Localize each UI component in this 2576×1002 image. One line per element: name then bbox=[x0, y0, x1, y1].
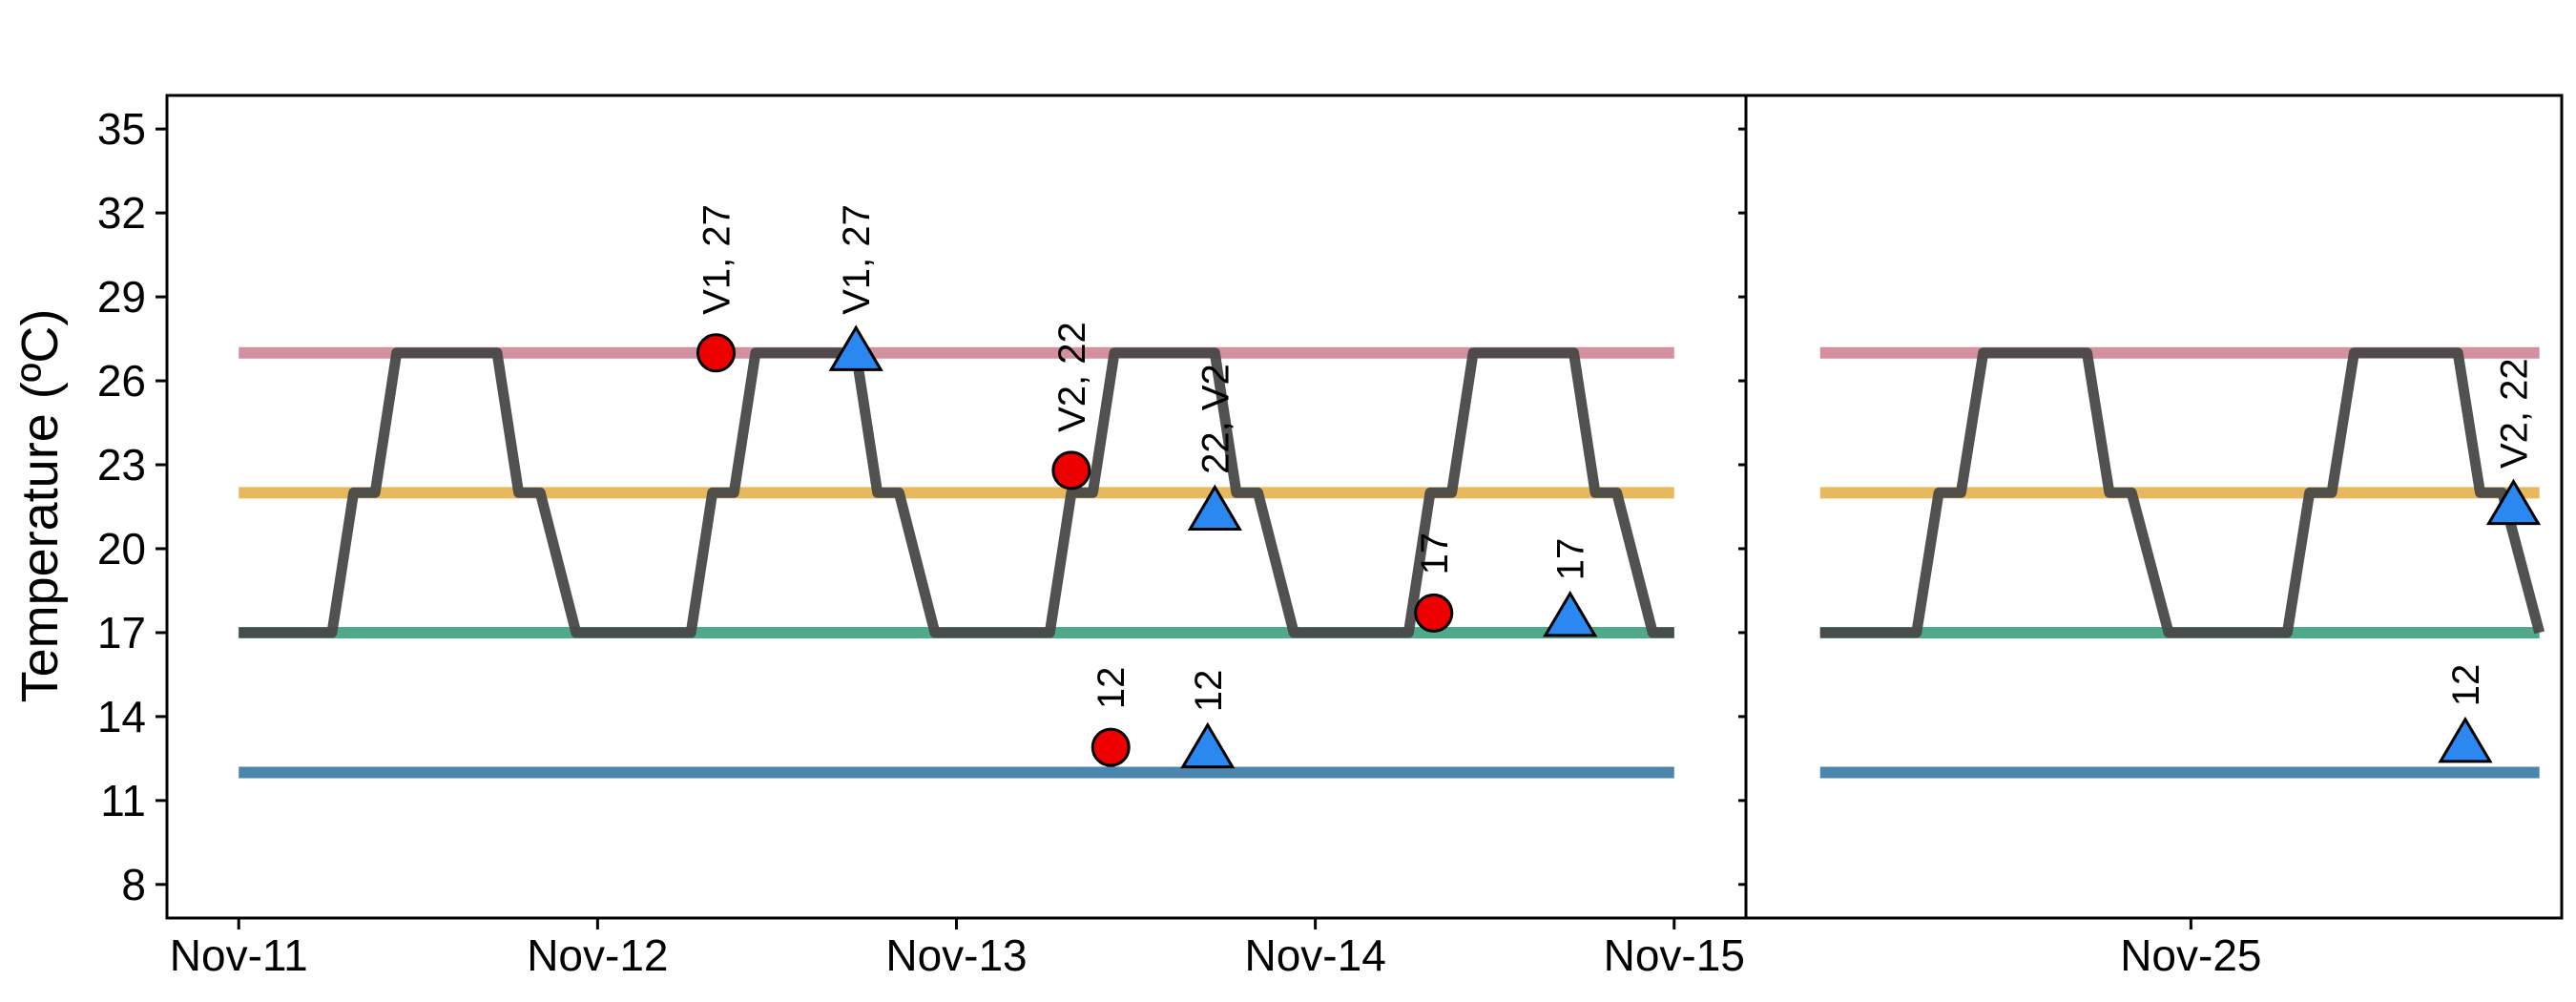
y-tick-label: 35 bbox=[97, 104, 146, 154]
x-tick-label: Nov-13 bbox=[885, 930, 1027, 980]
y-tick-label: 8 bbox=[121, 860, 146, 909]
point-label: 12 bbox=[1188, 670, 1230, 713]
x-tick-label: Nov-25 bbox=[2120, 930, 2261, 980]
circle-point bbox=[1051, 450, 1091, 491]
triangle-point bbox=[2485, 478, 2542, 526]
axes-layer: 8 11 14 17 20 23 26 29 32 35 bbox=[97, 104, 1746, 909]
y-tick-label: 26 bbox=[97, 356, 146, 406]
triangle-point bbox=[2438, 716, 2493, 763]
point-label: V2, 22 bbox=[2493, 358, 2535, 469]
y-tick-label: 32 bbox=[97, 188, 146, 238]
y-tick-label: 23 bbox=[97, 440, 146, 490]
circle-point bbox=[1091, 727, 1131, 767]
triangle-point bbox=[1187, 484, 1242, 531]
x-tick-label: Nov-14 bbox=[1244, 930, 1385, 980]
point-label: 17 bbox=[1550, 538, 1592, 581]
point-label: 12 bbox=[1091, 667, 1132, 710]
triangle-point bbox=[828, 324, 883, 371]
panel-frame bbox=[165, 94, 1748, 920]
temperature-profile-line bbox=[239, 347, 1674, 638]
x-tick-label: Nov-11 bbox=[170, 930, 308, 980]
triangle-point bbox=[1543, 590, 1598, 637]
point-label: 17 bbox=[1414, 532, 1456, 575]
y-tick-label: 11 bbox=[100, 776, 146, 825]
triangle-point bbox=[1180, 721, 1236, 769]
point-label: V1, 27 bbox=[696, 204, 737, 315]
circle-point bbox=[696, 333, 736, 373]
x-tick-label: Nov-15 bbox=[1604, 930, 1745, 980]
point-label: 22, V2 bbox=[1195, 364, 1236, 474]
panel-frame bbox=[1744, 94, 2564, 920]
circle-point bbox=[1414, 593, 1454, 633]
chart-panel-nov-11-to-15: Nov-11 Nov-12 Nov-13 Nov-14 Nov-15 V1, 27 V2, … bbox=[165, 94, 1748, 980]
x-tick-label: Nov-12 bbox=[527, 930, 668, 980]
temperature-profile-line bbox=[1819, 347, 2545, 638]
y-tick-label: 29 bbox=[97, 272, 146, 322]
point-label: V1, 27 bbox=[836, 204, 878, 315]
y-tick-label: 17 bbox=[97, 608, 146, 658]
chart-panel-nov-25: Nov-25 V2, 22 12 bbox=[1744, 94, 2564, 980]
point-label: 12 bbox=[2445, 664, 2487, 707]
point-label: V2, 22 bbox=[1051, 322, 1093, 432]
y-axis-title: Temperature (ºC) bbox=[11, 309, 69, 703]
y-tick-label: 14 bbox=[97, 692, 146, 741]
y-tick-label: 20 bbox=[97, 524, 146, 574]
